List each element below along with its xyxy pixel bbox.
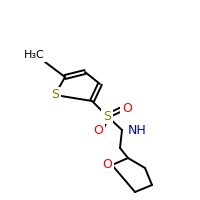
Text: H₃C: H₃C: [24, 50, 44, 60]
Text: S: S: [103, 110, 111, 122]
Text: O: O: [102, 158, 112, 171]
Text: S: S: [51, 88, 59, 102]
Text: O: O: [122, 102, 132, 116]
Text: NH: NH: [128, 123, 147, 136]
Text: O: O: [93, 123, 103, 136]
